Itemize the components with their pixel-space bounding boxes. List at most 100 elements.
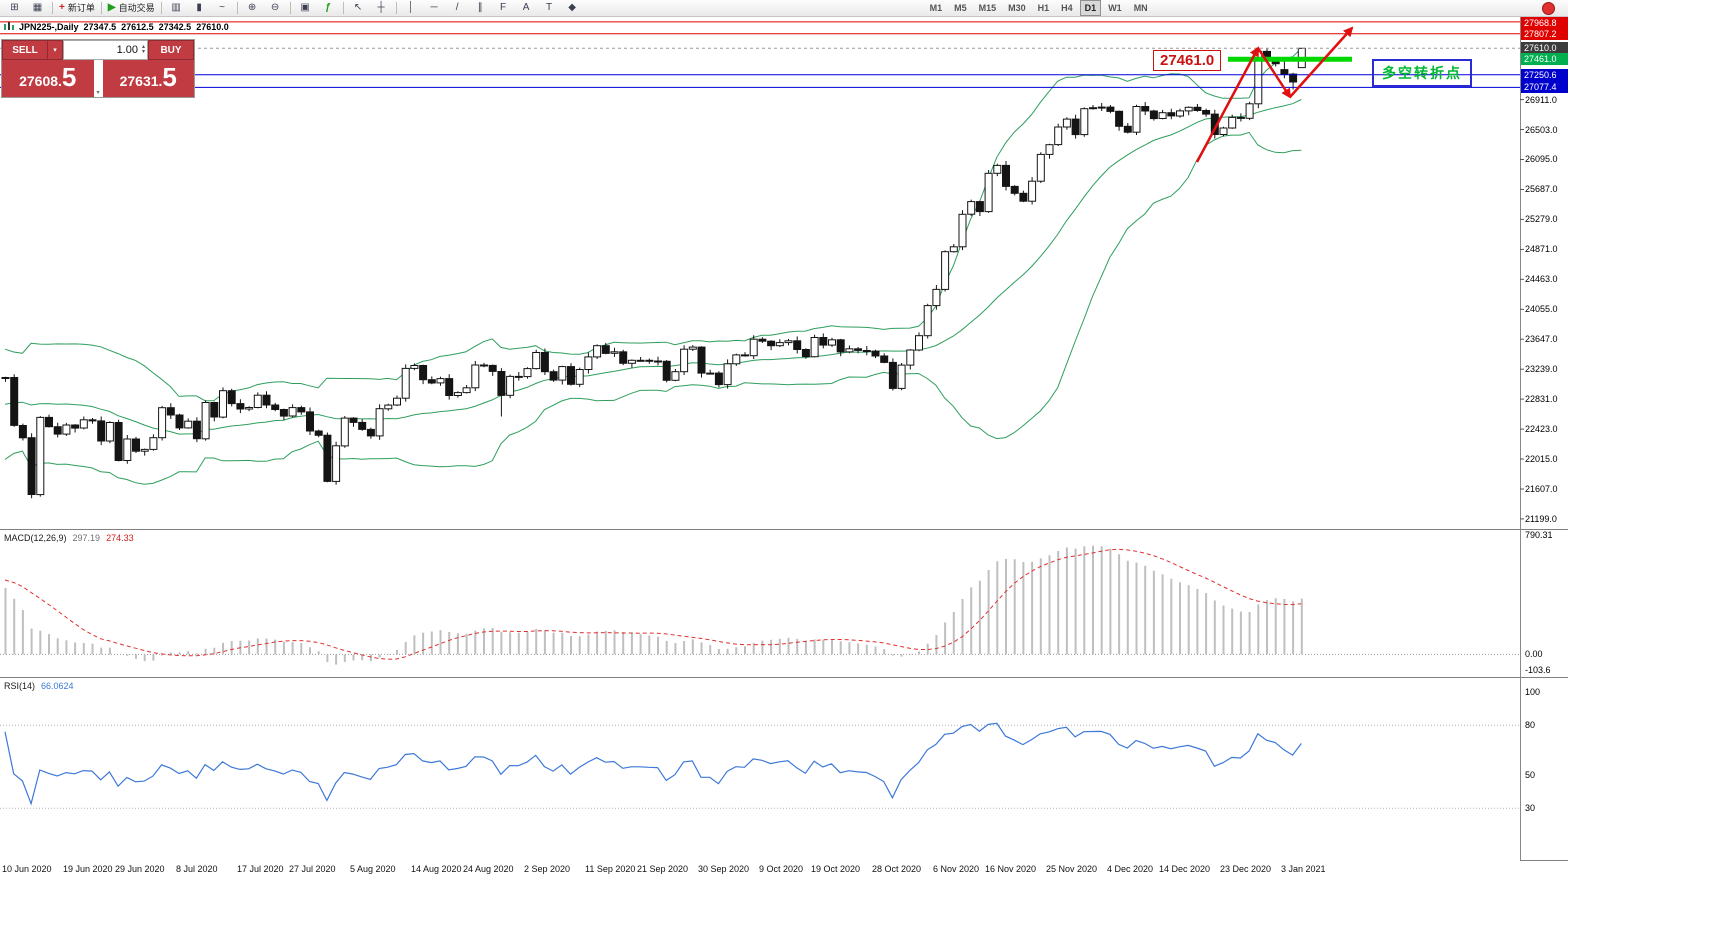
toolbar-cursor-button[interactable]: ↖ (347, 0, 370, 17)
price-grid-label: 23239.0 (1525, 364, 1558, 374)
price-grid-label: 22423.0 (1525, 424, 1558, 434)
price-grid-label: 22015.0 (1525, 454, 1558, 464)
toolbar-bar-chart-mode-button[interactable]: ▥ (165, 0, 188, 17)
cursor-icon: ↖ (353, 2, 363, 13)
price-grid-label: 26911.0 (1525, 95, 1557, 105)
price-grid-label: 25687.0 (1525, 184, 1558, 194)
date-label: 14 Aug 2020 (411, 864, 462, 874)
caret-down-icon: ▾ (53, 47, 57, 54)
date-label: 29 Jun 2020 (115, 864, 165, 874)
symbol-period-label: JPN225-,Daily (19, 22, 79, 32)
toolbar-separator (395, 2, 397, 14)
autotrading-icon: ▶ (107, 2, 116, 13)
candlestick-mode-icon: ▮ (196, 2, 202, 13)
rsi-axis-label: 30 (1525, 803, 1536, 813)
sell-button[interactable]: SELL (2, 40, 48, 60)
date-label: 9 Oct 2020 (759, 864, 804, 874)
bollinger-lower-line (4, 131, 1302, 485)
timeframe-mn-button[interactable]: MN (1133, 3, 1148, 13)
toolbar-separator (52, 2, 53, 14)
toolbar-chart-profiles-button[interactable]: ▦ (26, 0, 49, 17)
price-axis[interactable]: 26911.0 26503.0 26095.0 25687.0 25279.0 24871… (1520, 17, 1730, 860)
zoom-in-icon: ⊕ (247, 2, 257, 13)
timeframe-m1-button[interactable]: M1 (929, 3, 943, 13)
price-grid-label: 21199.0 (1525, 514, 1557, 524)
toolbar-tile-windows-button[interactable]: ▣ (294, 0, 317, 17)
spinner-down-icon[interactable]: ▾ (141, 49, 145, 55)
rsi-name: RSI(14) (4, 681, 36, 691)
toolbar-vertical-line-button[interactable]: │ (400, 0, 423, 17)
toolbar-zoom-out-button[interactable]: ⊖ (264, 0, 287, 17)
toolbar-label-button[interactable]: T (538, 0, 561, 17)
timeframe-h4-button[interactable]: H4 (1061, 3, 1073, 13)
chart-profiles-icon: ▦ (32, 2, 43, 13)
timeframe-m30-button[interactable]: M30 (1008, 3, 1026, 13)
timeframe-h1-button[interactable]: H1 (1037, 3, 1050, 13)
trendline-icon: / (455, 2, 459, 13)
toolbar-text-button[interactable]: A (515, 0, 538, 17)
panel-settings-caret[interactable]: ▾ (93, 60, 103, 97)
volume-spinner[interactable]: ▴ ▾ (141, 44, 145, 55)
volume-value[interactable]: 1.00 (116, 44, 138, 56)
date-label: 17 Jul 2020 (237, 864, 284, 874)
price-grid-label: 22831.0 (1525, 394, 1558, 404)
date-label: 2 Sep 2020 (524, 864, 571, 874)
text-icon: A (522, 2, 530, 13)
toolbar-trendline-button[interactable]: / (446, 0, 469, 17)
fibonacci-icon: F (500, 2, 507, 13)
price-tag: 27250.6 (1521, 69, 1568, 81)
date-label: 8 Jul 2020 (176, 864, 218, 874)
toolbar-line-chart-mode-button[interactable]: ~ (211, 0, 234, 17)
date-label: 27 Jul 2020 (289, 864, 336, 874)
buy-price-box[interactable]: 27631. 5 (102, 60, 194, 97)
label-icon: T (546, 2, 553, 13)
toolbar-horizontal-line-button[interactable]: ─ (423, 0, 446, 17)
new-chart-icon: ⊞ (10, 2, 19, 13)
spinner-up-icon[interactable]: ▴ (141, 44, 145, 50)
toolbar-fibonacci-button[interactable]: F (492, 0, 515, 17)
toolbar-crosshair-button[interactable]: ┼ (370, 0, 393, 17)
new-order-icon: + (59, 2, 65, 13)
price-tag: 27610.0 (1521, 42, 1568, 54)
ohlc-open: 27347.5 (83, 22, 117, 32)
timeframe-w1-button[interactable]: W1 (1108, 3, 1122, 13)
indicators-icon: ƒ (325, 2, 331, 13)
toolbar-autotrading-button[interactable]: ▶ 自动交易 (105, 0, 158, 17)
price-tag: 27077.4 (1521, 81, 1568, 93)
tile-windows-icon: ▣ (300, 2, 310, 13)
date-label: 28 Oct 2020 (872, 864, 922, 874)
rsi-value: 66.0624 (41, 681, 74, 691)
toolbar-shapes-button[interactable]: ◆ (561, 0, 584, 17)
toolbar-new-order-button[interactable]: + 新订单 (56, 0, 98, 17)
price-tag: 27461.0 (1521, 53, 1568, 65)
price-grid-label: 24871.0 (1525, 244, 1558, 254)
order-type-dropdown[interactable]: ▾ (48, 40, 63, 60)
volume-field[interactable]: 1.00 ▴ ▾ (63, 40, 148, 60)
timeframe-m15-button[interactable]: M15 (978, 3, 997, 13)
toolbar-new-chart-button[interactable]: ⊞ (3, 0, 26, 17)
date-label: 3 Jan 2021 (1281, 864, 1326, 874)
channel-icon: ∥ (477, 2, 483, 13)
zoom-out-icon: ⊖ (270, 2, 280, 13)
date-label: 30 Sep 2020 (698, 864, 750, 874)
toolbar-zoom-in-button[interactable]: ⊕ (241, 0, 264, 17)
date-label: 5 Aug 2020 (350, 864, 396, 874)
toolbar-indicators-button[interactable]: ƒ (317, 0, 340, 17)
date-label: 19 Jun 2020 (63, 864, 113, 874)
sell-price-box[interactable]: 27608. 5 (2, 60, 94, 97)
macd-histogram (4, 545, 1303, 665)
chart-canvas[interactable] (0, 17, 1568, 880)
turning-point-label: 多空转折点 (1372, 59, 1472, 87)
buy-button[interactable]: BUY (148, 40, 194, 60)
rsi-line (4, 722, 1302, 806)
toolbar-candlestick-mode-button[interactable]: ▮ (188, 0, 211, 17)
price-tag: 27968.8 (1521, 17, 1568, 29)
time-axis[interactable]: 10 Jun 2020 19 Jun 2020 29 Jun 2020 8 Jul 2… (0, 860, 1520, 882)
timeframe-m5-button[interactable]: M5 (954, 3, 967, 13)
rsi-axis-label: 80 (1525, 720, 1536, 730)
notification-icon[interactable] (1542, 1, 1555, 15)
macd-axis-label: 790.31 (1525, 530, 1553, 540)
timeframe-d1-button[interactable]: D1 (1079, 0, 1102, 16)
toolbar-channel-button[interactable]: ∥ (469, 0, 492, 17)
